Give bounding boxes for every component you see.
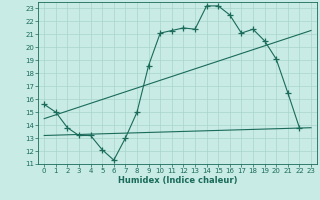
- X-axis label: Humidex (Indice chaleur): Humidex (Indice chaleur): [118, 176, 237, 185]
